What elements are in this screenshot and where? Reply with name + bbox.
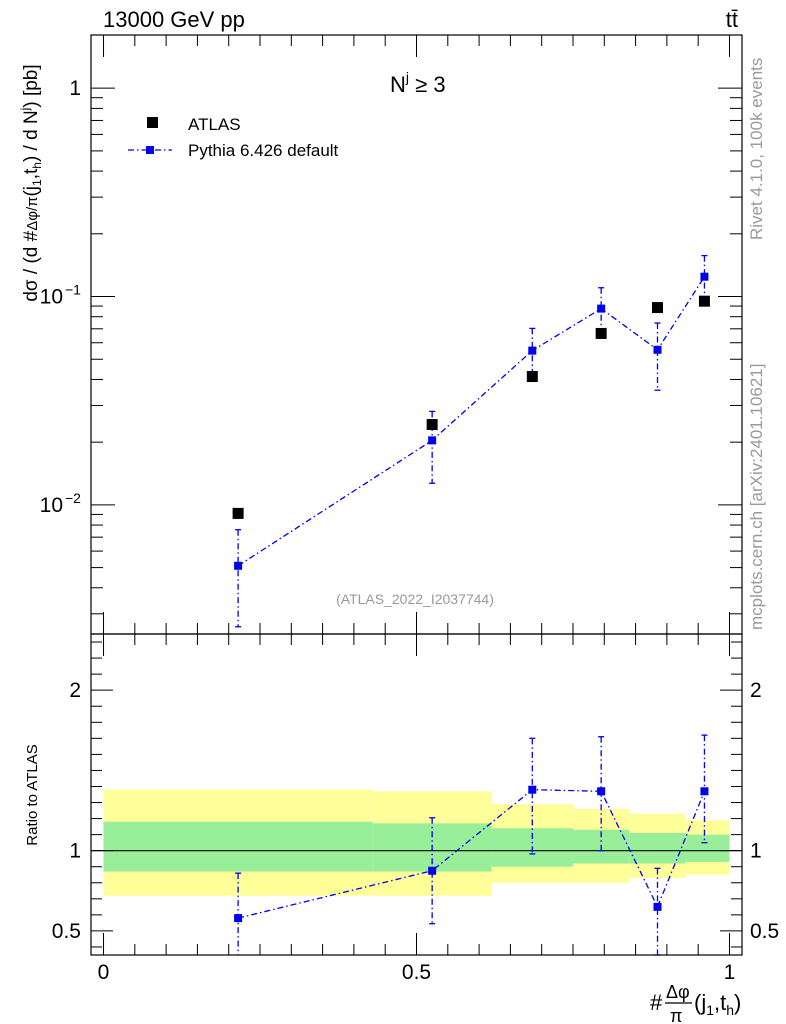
atlas-point [651,302,663,314]
main-series-layer [232,254,710,628]
main-axes: 10 −210 −11 [40,34,743,635]
ratio-point [700,787,709,796]
ratio-ytick-label-left: 2 [69,679,81,702]
main-ytick-exp: −1 [65,282,81,298]
ratio-series-layer [234,734,709,956]
uncertainty-band-inner [685,834,730,862]
legend: ATLAS Pythia 6.426 default [128,115,339,160]
main-ytick-label: 10 [40,494,63,517]
ratio-ytick-label-left: 0.5 [52,920,81,943]
main-ytick-exp: −2 [65,490,81,506]
pythia-point [428,436,437,445]
pythia-point [597,304,606,313]
ratio-line [237,789,706,919]
ratio-ytick-label-right: 2 [750,679,762,702]
xlabel: # Δφ π (j1,th) [650,982,741,1024]
pythia-point [700,272,709,281]
svg-text:#: # [650,990,663,1015]
main-ytick-label: 1 [69,77,81,100]
ratio-ytick-label-right: 0.5 [750,920,779,943]
ratio-point [428,866,437,875]
atlas-point [426,419,438,431]
pythia-point [234,561,243,570]
ratio-point [234,914,243,923]
atlas-point [595,327,607,339]
ratio-axes: 0.5 0.5 1 1 2 2 0 0.5 1 [52,633,779,984]
ratio-ylabel: Ratio to ATLAS [24,744,41,845]
legend-pythia-marker [146,146,154,154]
main-ylabel: dσ / (d #Δφ/π(j1,th) / d Nj) [pb] [18,64,44,301]
energy-label: 13000 GeV pp [103,7,245,32]
pythia-point [528,346,537,355]
atlas-point [526,371,538,383]
ratio-ytick-label-left: 1 [69,840,81,863]
xtick-label: 0.5 [402,961,431,984]
uncertainty-band-inner [629,833,686,864]
xtick-label: 0 [98,961,110,984]
atlas-point [698,295,710,307]
atlas-point [232,507,244,519]
ratio-ytick-label-right: 1 [750,840,762,863]
legend-atlas-marker [147,117,158,128]
legend-pythia-label: Pythia 6.426 default [188,141,339,160]
svg-text:Δφ: Δφ [666,982,690,1002]
pythia-point [653,345,662,354]
xtick-label: 1 [724,961,736,984]
legend-atlas-label: ATLAS [188,115,241,134]
main-ytick-label: 10 [40,286,63,309]
ratio-point [597,787,606,796]
analysis-id: (ATLAS_2022_I2037744) [336,591,494,607]
process-label: tt̄ [726,7,738,32]
ratio-point [528,785,537,794]
rivet-label: Rivet 4.1.0, 100k events [747,58,766,240]
ratio-point [653,902,662,911]
svg-text:π: π [670,1006,682,1024]
main-title: Nj ≥ 3 [390,69,446,97]
mcplots-label: mcplots.cern.ch [arXiv:2401.10621] [747,364,766,630]
pythia-line [237,276,705,567]
uncertainty-band-inner [103,821,373,872]
svg-text:(j1,th): (j1,th) [694,990,741,1018]
